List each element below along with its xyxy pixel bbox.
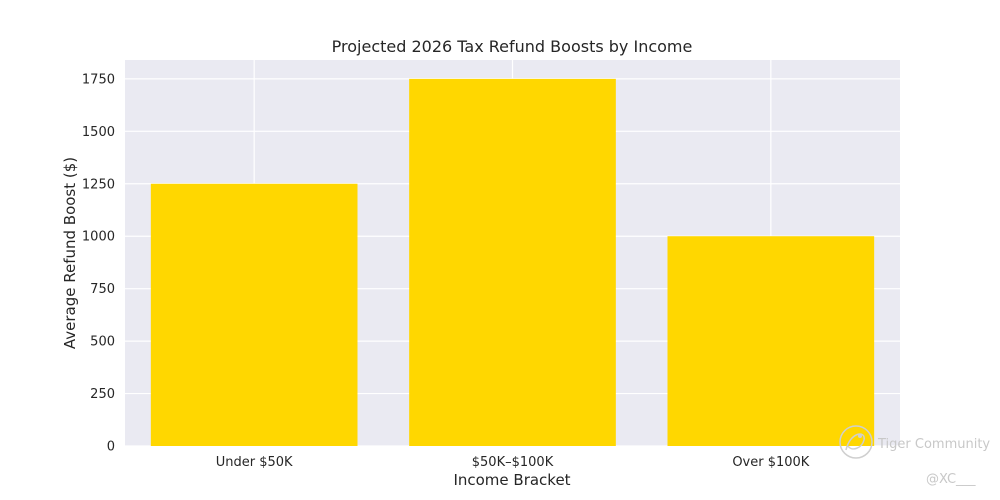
y-tick-label: 1750: [82, 72, 115, 87]
chart-title: Projected 2026 Tax Refund Boosts by Inco…: [332, 37, 693, 56]
y-tick-label: 0: [107, 440, 115, 455]
bar: [667, 236, 875, 446]
x-tick-label: Over $100K: [732, 455, 809, 470]
watermark-brand: Tiger Community: [877, 437, 990, 452]
bars: [150, 78, 875, 447]
watermark: Tiger Community @XC___: [839, 425, 990, 487]
bar: [409, 78, 616, 446]
y-tick-label: 250: [90, 387, 115, 402]
tiger-logo-icon: [839, 425, 873, 459]
watermark-handle: @XC___: [926, 472, 976, 487]
y-tick-label: 1250: [82, 177, 115, 192]
x-axis-ticks: Under $50K $50K–$100K Over $100K: [216, 455, 810, 470]
y-axis-ticks: 0 250 500 750 1000 1250 1500 1750: [82, 72, 115, 454]
bar: [150, 183, 358, 447]
y-tick-label: 750: [90, 282, 115, 297]
y-axis-label: Average Refund Boost ($): [61, 157, 79, 349]
y-tick-label: 500: [90, 335, 115, 350]
x-tick-label: Under $50K: [216, 455, 293, 470]
y-tick-label: 1500: [82, 125, 115, 140]
y-tick-label: 1000: [82, 230, 115, 245]
x-axis-label: Income Bracket: [453, 471, 570, 489]
x-tick-label: $50K–$100K: [472, 455, 554, 470]
